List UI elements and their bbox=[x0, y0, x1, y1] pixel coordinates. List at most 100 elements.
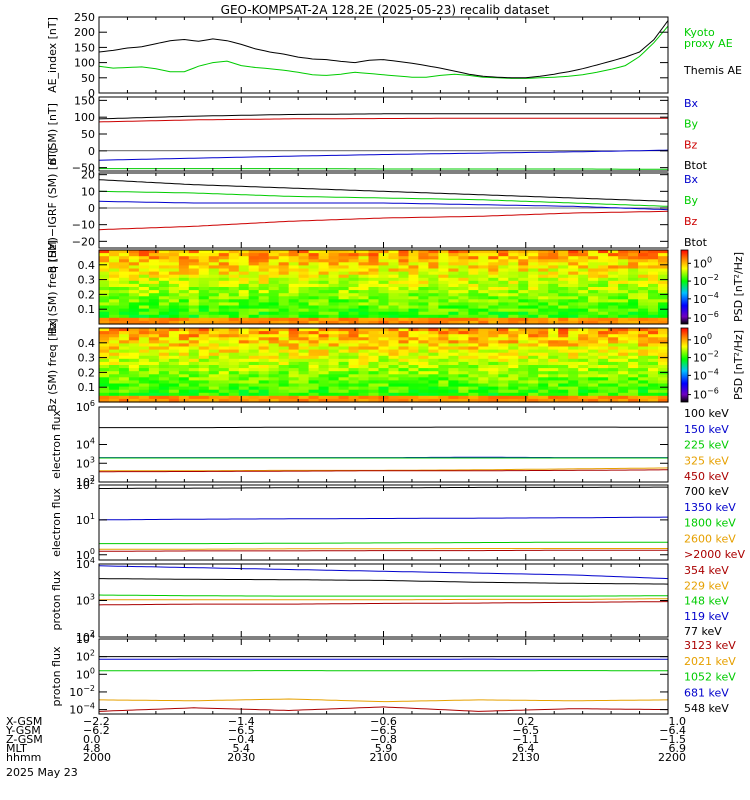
spectrogram-cell bbox=[488, 311, 499, 316]
spectrogram-cell bbox=[119, 308, 130, 313]
spectrogram-cell bbox=[418, 287, 429, 291]
spectrogram-cell bbox=[188, 328, 200, 332]
spectrogram-cell bbox=[428, 250, 439, 254]
spectrogram-cell bbox=[119, 377, 130, 381]
y-tick-label: 103 bbox=[76, 455, 95, 470]
spectrogram-cell bbox=[119, 305, 130, 310]
spectrogram-cell bbox=[168, 302, 180, 307]
spectrogram-cell bbox=[228, 392, 240, 397]
spectrogram-cell bbox=[248, 314, 260, 319]
y-tick-label: 102 bbox=[76, 474, 95, 489]
spectrogram-cell bbox=[448, 287, 459, 291]
spectrogram-cell bbox=[578, 358, 589, 363]
spectrogram-cell bbox=[538, 352, 549, 357]
spectrogram-cell bbox=[178, 340, 190, 344]
spectrogram-cell bbox=[298, 283, 310, 288]
spectrogram-cell bbox=[498, 380, 509, 385]
spectrogram-cell bbox=[308, 274, 320, 279]
spectrogram-cell bbox=[658, 302, 669, 307]
spectrogram-cell bbox=[468, 302, 479, 307]
spectrogram-cell bbox=[358, 259, 370, 263]
spectrogram-cell bbox=[398, 380, 410, 385]
spectrogram-cell bbox=[368, 299, 380, 303]
spectrogram-cell bbox=[278, 365, 290, 369]
spectrogram-cell bbox=[598, 334, 609, 338]
spectrogram-cell bbox=[628, 395, 639, 400]
y-tick-label: 0.3 bbox=[78, 274, 96, 287]
spectrogram-cell bbox=[138, 302, 150, 307]
spectrogram-cell bbox=[598, 358, 609, 363]
spectrogram-cell bbox=[568, 386, 579, 391]
spectrogram-cell bbox=[628, 314, 639, 319]
spectrogram-cell bbox=[298, 305, 310, 310]
spectrogram-cell bbox=[618, 259, 629, 263]
spectrogram-cell bbox=[428, 331, 439, 335]
spectrogram-cell bbox=[618, 256, 629, 260]
spectrogram-cell bbox=[258, 395, 270, 400]
spectrogram-cell bbox=[508, 299, 519, 303]
spectrogram-cell bbox=[278, 358, 290, 363]
spectrogram-cell bbox=[588, 287, 599, 291]
spectrogram-cell bbox=[248, 274, 260, 279]
spectrogram-cell bbox=[438, 299, 449, 303]
spectrogram-cell bbox=[119, 392, 130, 397]
spectrogram-cell bbox=[138, 389, 150, 394]
spectrogram-cell bbox=[478, 328, 489, 332]
spectrogram-cell bbox=[478, 256, 489, 260]
spectrogram-cell bbox=[408, 259, 420, 263]
spectrogram-cell bbox=[508, 389, 519, 394]
spectrogram-cell bbox=[228, 368, 240, 372]
spectrogram-cell bbox=[518, 328, 529, 332]
spectrogram-cell bbox=[148, 293, 160, 297]
spectrogram-cell bbox=[608, 343, 619, 348]
spectrogram-cell bbox=[518, 274, 529, 279]
spectrogram-cell bbox=[378, 368, 390, 372]
spectrogram-cell bbox=[638, 365, 649, 369]
spectrogram-cell bbox=[198, 349, 210, 354]
spectrogram-cell bbox=[258, 320, 270, 325]
spectrogram-cell bbox=[228, 395, 240, 400]
spectrogram-cell bbox=[398, 398, 410, 403]
spectrogram-cell bbox=[278, 250, 290, 254]
spectrogram-cell bbox=[358, 277, 370, 282]
spectrogram-cell bbox=[628, 283, 639, 288]
spectrogram-cell bbox=[388, 377, 400, 381]
spectrogram-cell bbox=[388, 290, 400, 294]
spectrogram-cell bbox=[278, 290, 290, 294]
colorbar bbox=[680, 249, 689, 325]
x-axis-value: 0.0 bbox=[83, 733, 101, 746]
spectrogram-cell bbox=[238, 377, 250, 381]
spectrogram-cell bbox=[258, 365, 270, 369]
spectrogram-cell bbox=[218, 256, 230, 260]
spectrogram-cell bbox=[258, 314, 270, 319]
spectrogram-cell bbox=[208, 328, 220, 332]
spectrogram-cell bbox=[218, 265, 230, 270]
spectrogram-cell bbox=[418, 250, 429, 254]
spectrogram-cell bbox=[168, 355, 180, 360]
spectrogram-cell bbox=[358, 293, 370, 297]
spectrogram-cell bbox=[318, 346, 330, 351]
spectrogram-cell bbox=[568, 334, 579, 338]
spectrogram-cell bbox=[238, 349, 250, 354]
spectrogram-cell bbox=[608, 283, 619, 288]
spectrogram-cell bbox=[208, 389, 220, 394]
spectrogram-cell bbox=[298, 352, 310, 357]
spectrogram-cell bbox=[508, 328, 519, 332]
colorbar-tick-label: 10−6 bbox=[693, 310, 719, 325]
spectrogram-cell bbox=[438, 268, 449, 273]
spectrogram-cell bbox=[378, 256, 390, 260]
spectrogram-cell bbox=[528, 317, 539, 322]
spectrogram-cell bbox=[528, 265, 539, 270]
spectrogram-cell bbox=[418, 317, 429, 322]
spectrogram-cell bbox=[548, 389, 559, 394]
spectrogram-cell bbox=[268, 392, 280, 397]
spectrogram-cell bbox=[208, 352, 220, 357]
spectrogram-cell bbox=[198, 377, 210, 381]
spectrogram-cell bbox=[208, 392, 220, 397]
spectrogram-cell bbox=[558, 377, 569, 381]
spectrogram-cell bbox=[508, 380, 519, 385]
spectrogram-cell bbox=[388, 308, 400, 313]
spectrogram-cell bbox=[518, 368, 529, 372]
spectrogram-cell bbox=[518, 250, 529, 254]
spectrogram-cell bbox=[438, 274, 449, 279]
